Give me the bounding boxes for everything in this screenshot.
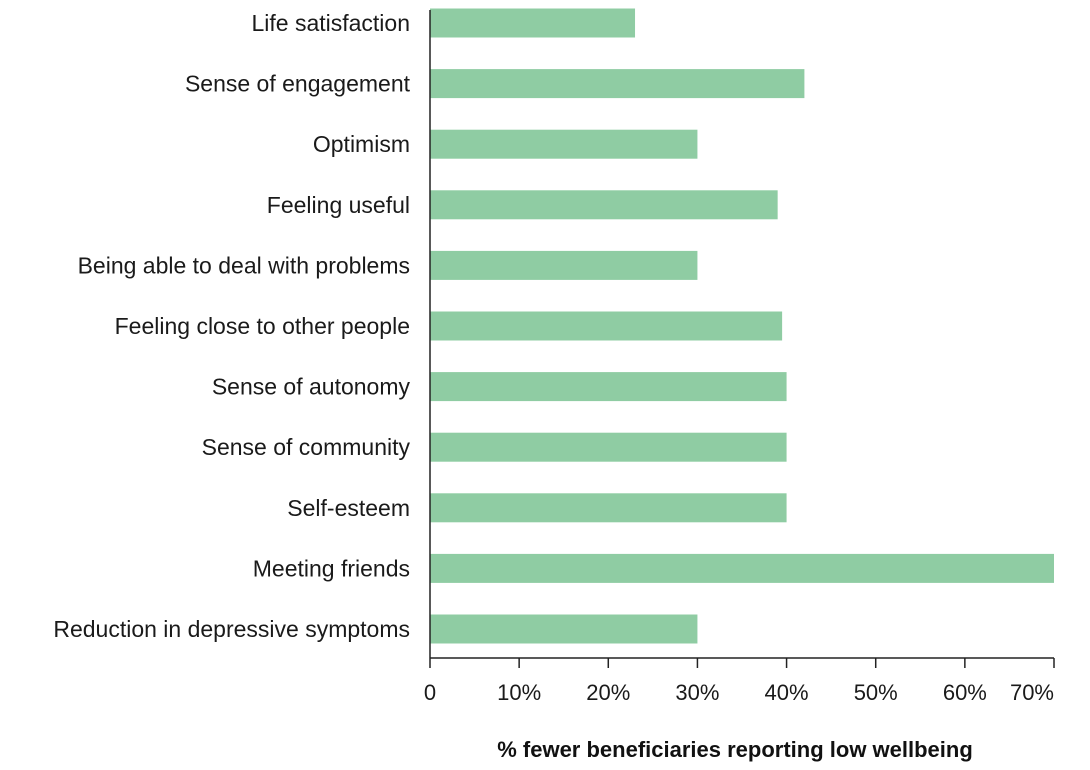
x-tick-label: 60%	[943, 680, 987, 705]
category-label: Feeling useful	[267, 192, 410, 218]
bar	[430, 190, 778, 220]
x-tick-label: 0	[424, 680, 436, 705]
x-tick-label: 70%	[1010, 680, 1054, 705]
bar	[430, 311, 783, 341]
category-label: Life satisfaction	[251, 10, 410, 36]
category-label: Sense of autonomy	[212, 374, 411, 400]
x-tick-label: 10%	[497, 680, 541, 705]
bar	[430, 129, 698, 159]
bar	[430, 553, 1054, 583]
category-label: Meeting friends	[253, 555, 410, 581]
x-tick-label: 40%	[765, 680, 809, 705]
bars-layer	[430, 8, 1054, 644]
bar	[430, 69, 805, 99]
x-tick-labels: 0 10% 20% 30% 40% 50% 60% 70%	[424, 680, 1054, 705]
bar	[430, 493, 787, 523]
x-tick-label: 30%	[675, 680, 719, 705]
category-label: Reduction in depressive symptoms	[53, 616, 410, 642]
bar	[430, 614, 698, 644]
category-label: Feeling close to other people	[115, 313, 410, 339]
bar	[430, 250, 698, 280]
x-tick-label: 20%	[586, 680, 630, 705]
bar	[430, 372, 787, 402]
x-tick-label: 50%	[854, 680, 898, 705]
category-label: Self-esteem	[287, 495, 410, 521]
category-label: Optimism	[313, 131, 410, 157]
bar	[430, 432, 787, 462]
x-ticks	[429, 658, 1055, 668]
category-label: Being able to deal with problems	[78, 252, 410, 278]
category-label: Sense of community	[202, 434, 411, 460]
category-labels: Life satisfaction Sense of engagement Opti…	[53, 10, 410, 642]
category-label: Sense of engagement	[185, 71, 411, 97]
x-axis-title: % fewer beneficiaries reporting low well…	[497, 737, 973, 762]
bar	[430, 8, 636, 38]
